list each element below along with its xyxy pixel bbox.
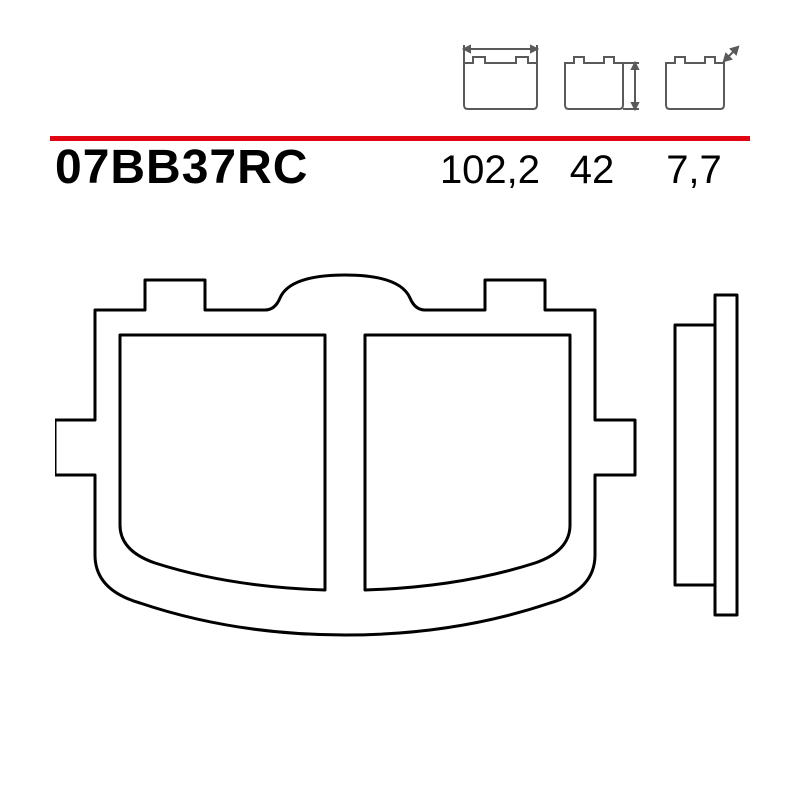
height-dimension-icon (559, 35, 644, 113)
dimension-values: 102,2 42 7,7 (439, 148, 745, 193)
width-value: 102,2 (439, 148, 541, 193)
width-dimension-icon (458, 35, 543, 113)
part-number: 07BB37RC (55, 140, 308, 195)
thickness-dimension-icon (660, 35, 745, 113)
height-value: 42 (541, 148, 643, 193)
technical-drawing (55, 235, 755, 680)
thickness-value: 7,7 (643, 148, 745, 193)
dimension-icons-row (458, 35, 745, 113)
specification-row: 07BB37RC 102,2 42 7,7 (55, 140, 745, 195)
divider-line (50, 128, 750, 133)
